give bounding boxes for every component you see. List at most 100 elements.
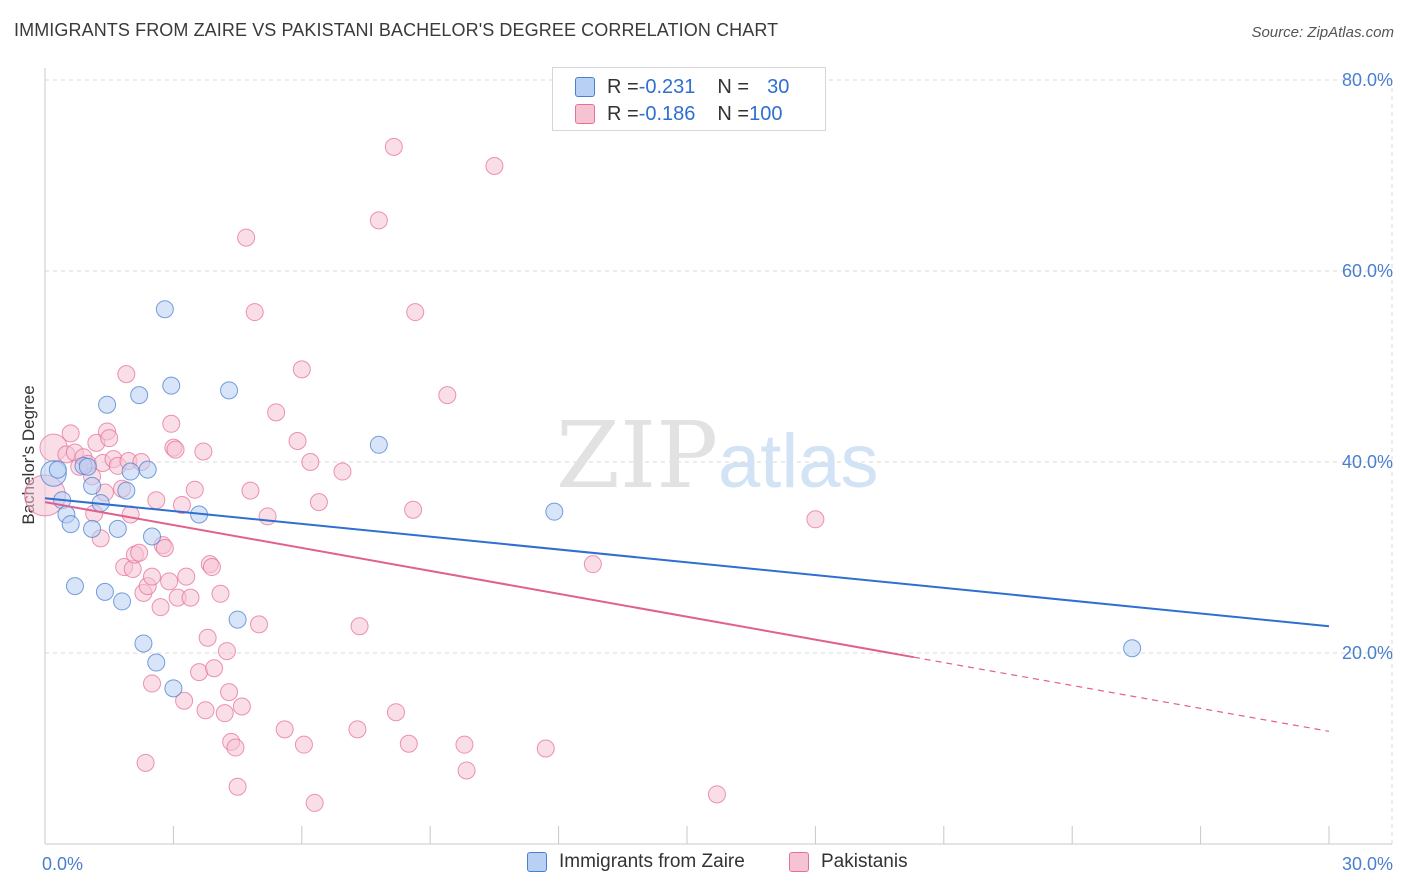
pakistanis-point (399, 734, 418, 753)
y-tick-label: 40.0% (1342, 452, 1393, 472)
r-value: -0.231 (638, 75, 696, 98)
pakistanis-trend-dashed (913, 656, 1330, 732)
pakistanis-point (237, 228, 256, 247)
zaire-trend-solid (44, 497, 1330, 628)
pakistanis-point (406, 303, 425, 322)
zaire-point (369, 435, 388, 454)
zaire-point (147, 653, 166, 672)
pakistanis-point (185, 480, 204, 499)
y-tick-labels: 20.0% 40.0% 60.0% 80.0% (1342, 70, 1393, 663)
zaire-point (83, 519, 102, 538)
pakistanis-point (166, 440, 185, 459)
r-label: R = (607, 75, 639, 98)
pakistanis-point (350, 617, 369, 636)
zaire-point (220, 381, 239, 400)
pakistanis-point (226, 738, 245, 757)
pakistanis-point (258, 507, 277, 526)
pakistanis-point (175, 691, 194, 710)
n-value: 100 (749, 102, 783, 125)
pakistanis-point (181, 588, 200, 607)
pakistanis-point (232, 697, 251, 716)
zaire-point (162, 376, 181, 395)
zaire-point (143, 527, 161, 546)
zaire-point (1123, 639, 1142, 658)
zaire-point (48, 460, 67, 479)
pakistanis-point (121, 505, 140, 524)
pakistanis-point (198, 628, 217, 647)
pakistanis-point (250, 615, 268, 634)
pakistanis-point (151, 598, 170, 617)
pakistanis-point (457, 761, 476, 780)
pakistanis-point (288, 431, 307, 450)
pakistanis-point (245, 303, 264, 322)
zaire-point (83, 476, 102, 495)
n-value: 30 (767, 75, 790, 98)
legend-label-pakistanis: Pakistanis (821, 851, 908, 872)
pakistanis-point (536, 739, 555, 758)
legend-item-zaire[interactable]: Immigrants from Zaire (527, 851, 745, 873)
n-label: N = (717, 75, 750, 98)
x-tick-labels: 0.0% 30.0% (42, 854, 1393, 874)
pakistanis-point (404, 500, 423, 519)
legend-row-zaire: R = -0.231 N = 30 (575, 75, 789, 99)
pakistanis-point (348, 720, 367, 739)
pakistanis-point (136, 753, 155, 772)
pakistanis-point (384, 137, 403, 156)
zaire-point (98, 395, 117, 414)
zaire-point (228, 610, 247, 629)
pakistanis-point (301, 453, 320, 471)
pakistanis-point (228, 777, 247, 796)
zaire-point (108, 519, 127, 538)
pakistanis-point (130, 543, 149, 562)
pakistanis-point (196, 701, 215, 720)
pakistanis-point (190, 663, 209, 682)
pakistanis-point (147, 491, 166, 510)
pakistanis-point (485, 156, 504, 175)
pakistanis-point (438, 386, 457, 405)
pakistanis-point (386, 703, 405, 722)
pakistanis-swatch (575, 104, 595, 124)
pakistanis-point (211, 584, 230, 603)
pakistanis-swatch (789, 852, 809, 872)
zaire-point (138, 460, 157, 479)
pakistanis-point (194, 442, 213, 461)
x-tick-label: 30.0% (1342, 854, 1393, 874)
zaire-point (130, 386, 149, 405)
series-pakistanis (24, 137, 825, 812)
pakistanis-point (309, 493, 328, 512)
pakistanis-point (117, 365, 136, 384)
legend-item-pakistanis[interactable]: Pakistanis (789, 851, 908, 873)
watermark-zip: ZIP (556, 402, 718, 509)
zaire-point (65, 577, 84, 596)
pakistanis-point (202, 558, 221, 577)
pakistanis-point (241, 481, 260, 500)
zaire-point (78, 457, 97, 476)
zaire-point (61, 515, 80, 534)
chart-title: IMMIGRANTS FROM ZAIRE VS PAKISTANI BACHE… (14, 20, 779, 40)
pakistanis-point (333, 462, 352, 481)
pakistanis-point (143, 567, 161, 586)
pakistanis-point (220, 683, 239, 702)
n-label: N = (717, 102, 750, 125)
zaire-point (164, 679, 183, 698)
pakistanis-point (292, 360, 311, 379)
pakistanis-point (172, 495, 191, 514)
r-label: R = (607, 102, 639, 125)
zaire-point (545, 502, 564, 521)
pakistanis-point (294, 735, 313, 754)
r-value: -0.186 (638, 102, 696, 125)
series-legend: Immigrants from Zaire Pakistanis (0, 851, 1406, 879)
pakistanis-point (305, 793, 324, 812)
watermark-atlas: atlas (718, 419, 879, 504)
pakistanis-point (100, 429, 119, 448)
zaire-point (95, 582, 114, 601)
pakistanis-point (177, 567, 196, 586)
zaire-swatch (527, 852, 547, 872)
trend-lines (44, 497, 1330, 732)
correlation-legend: R = -0.231 N = 30 R = -0.186 N = 100 (552, 67, 826, 131)
zaire-point (113, 592, 132, 611)
watermark: ZIP atlas (556, 402, 879, 509)
y-tick-label: 60.0% (1342, 261, 1393, 281)
pakistanis-point (217, 642, 236, 661)
pakistanis-point (205, 659, 224, 678)
